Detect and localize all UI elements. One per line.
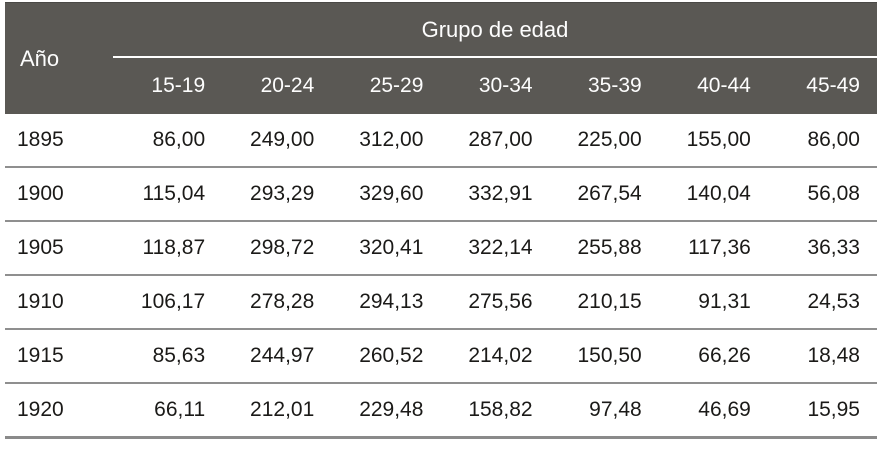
year-column-header: Año xyxy=(20,45,60,71)
value-cell: 91,31 xyxy=(698,290,751,313)
value-cell: 106,17 xyxy=(140,290,206,313)
value-cell: 294,13 xyxy=(359,290,424,313)
year-cell: 1900 xyxy=(17,182,64,205)
value-cell: 278,28 xyxy=(250,290,315,313)
column-header-40-44: 40-44 xyxy=(697,74,751,97)
column-header-15-19: 15-19 xyxy=(151,74,206,97)
age-group-spanning-header: Grupo de edad xyxy=(113,3,877,58)
table-row: 1915 85,63 244,97 260,52 214,02 150,50 6… xyxy=(5,330,877,384)
value-cell: 293,29 xyxy=(250,182,315,205)
value-cell: 56,08 xyxy=(807,182,860,205)
value-cell: 66,11 xyxy=(154,398,206,421)
year-cell: 1895 xyxy=(17,128,64,151)
value-cell: 15,95 xyxy=(807,398,860,421)
value-cell: 46,69 xyxy=(698,398,751,421)
table-row: 1910 106,17 278,28 294,13 275,56 210,15 … xyxy=(5,276,877,330)
value-cell: 249,00 xyxy=(250,128,315,151)
column-header-30-34: 30-34 xyxy=(478,74,533,97)
year-cell: 1910 xyxy=(17,290,64,313)
value-cell: 322,14 xyxy=(468,236,533,259)
value-cell: 155,00 xyxy=(686,128,751,151)
column-header-20-24: 20-24 xyxy=(260,74,315,97)
value-cell: 118,87 xyxy=(142,236,206,259)
value-cell: 85,63 xyxy=(152,344,206,367)
column-header-25-29: 25-29 xyxy=(369,74,424,97)
table-row: 1895 86,00 249,00 312,00 287,00 225,00 1… xyxy=(5,114,877,168)
value-cell: 275,56 xyxy=(468,290,533,313)
table-row: 1905 118,87 298,72 320,41 322,14 255,88 … xyxy=(5,222,877,276)
value-cell: 267,54 xyxy=(577,182,642,205)
year-cell: 1920 xyxy=(17,398,64,421)
year-cell: 1915 xyxy=(17,344,64,367)
value-cell: 244,97 xyxy=(250,344,315,367)
value-cell: 214,02 xyxy=(468,344,533,367)
value-cell: 229,48 xyxy=(359,398,424,421)
column-header-45-49: 45-49 xyxy=(806,74,860,97)
value-cell: 210,15 xyxy=(577,290,642,313)
table-row: 1920 66,11 212,01 229,48 158,82 97,48 46… xyxy=(5,384,877,439)
value-cell: 158,82 xyxy=(468,398,533,421)
value-cell: 86,00 xyxy=(152,128,206,151)
value-cell: 86,00 xyxy=(807,128,860,151)
year-cell: 1905 xyxy=(17,236,64,259)
value-cell: 298,72 xyxy=(250,236,315,259)
value-cell: 36,33 xyxy=(807,236,860,259)
table-row: 1900 115,04 293,29 329,60 332,91 267,54 … xyxy=(5,168,877,222)
table-header: Año Grupo de edad 15-19 20-24 25-29 30-3… xyxy=(5,2,877,114)
value-cell: 66,26 xyxy=(698,344,751,367)
value-cell: 150,50 xyxy=(577,344,642,367)
value-cell: 18,48 xyxy=(807,344,860,367)
column-header-35-39: 35-39 xyxy=(587,74,642,97)
value-cell: 332,91 xyxy=(468,182,533,205)
value-cell: 140,04 xyxy=(686,182,751,205)
age-group-data-table: Año Grupo de edad 15-19 20-24 25-29 30-3… xyxy=(5,2,877,439)
value-cell: 320,41 xyxy=(359,236,424,259)
value-cell: 287,00 xyxy=(468,128,533,151)
value-cell: 24,53 xyxy=(807,290,860,313)
value-cell: 260,52 xyxy=(359,344,424,367)
value-cell: 212,01 xyxy=(250,398,315,421)
value-cell: 225,00 xyxy=(577,128,642,151)
value-cell: 117,36 xyxy=(688,236,751,259)
value-cell: 115,04 xyxy=(142,182,206,205)
value-cell: 312,00 xyxy=(359,128,424,151)
value-cell: 97,48 xyxy=(589,398,642,421)
value-cell: 329,60 xyxy=(359,182,424,205)
value-cell: 255,88 xyxy=(577,236,642,259)
